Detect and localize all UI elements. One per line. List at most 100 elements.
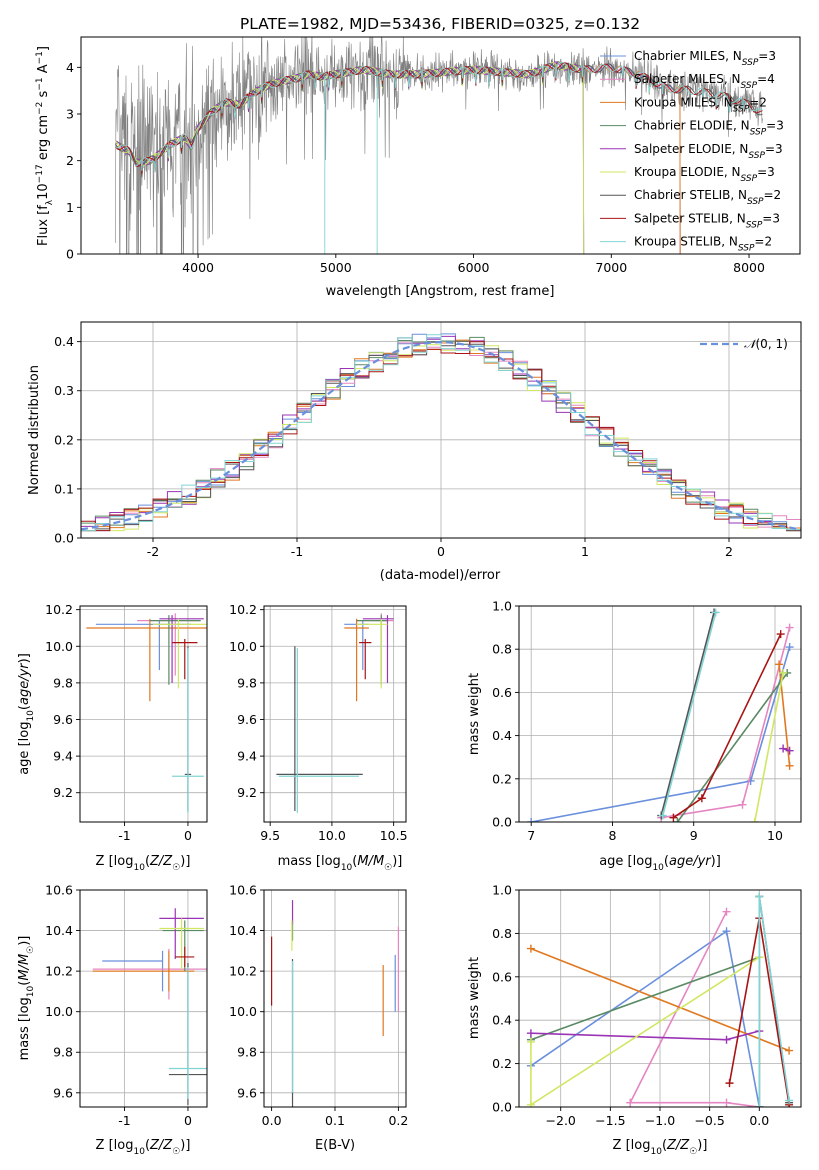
legend-entry: Chabrier MILES, NSSP=3 [634, 49, 776, 68]
errorbar-kroupa-miles [344, 618, 369, 702]
weight-age-panel: 7 8 9 10 0.0 0.2 0.4 0.6 0.8 1.0 age [log10(age/yr… [467, 599, 802, 873]
x-tick-label: −0.5 [694, 1113, 724, 1128]
x-tick-label: -2 [147, 544, 159, 559]
weight-marker [669, 813, 678, 822]
y-tick-label: 10.0 [45, 1004, 73, 1019]
weight-marker [722, 1035, 731, 1044]
y-tick-label: 0.6 [492, 685, 512, 700]
x-tick-label: 0 [184, 1113, 192, 1128]
x-axis-label: age [log10(age/yr)] [599, 854, 721, 873]
x-tick-label: 8 [608, 828, 616, 843]
weight-marker [711, 608, 720, 617]
mass-EBV-panel: 0.0 0.1 0.2 9.6 9.8 10.0 10.2 10.4 10.6 E(B-V) [229, 883, 408, 1154]
x-tick-label: 0.1 [325, 1113, 345, 1128]
y-tick-label: 0.2 [492, 1056, 512, 1071]
mass-Z-plot-area [92, 908, 207, 1105]
errorbar-salpeter-stelib [175, 946, 195, 968]
residuals-plot-area [81, 333, 801, 532]
y-tick-label: 0.4 [492, 1013, 512, 1028]
age-Z-panel: -1 0 9.2 9.4 9.6 9.8 10.0 10.2 Z [log10(Z/Z☉)] ag… [17, 602, 208, 873]
weight-age-plot-area [527, 608, 794, 822]
mass-EBV-plot-area [271, 900, 399, 1107]
x-tick-label: -1 [291, 544, 303, 559]
y-tick-label: 9.6 [237, 712, 257, 727]
weight-series-kroupa-stelib [755, 892, 794, 1107]
y-tick-label: 0.2 [492, 771, 512, 786]
y-tick-label: 0.0 [492, 815, 512, 830]
x-tick-label: 2 [725, 544, 733, 559]
y-axis-label: Flux [fλ10−17 erg cm−2 s−1 A−1] [35, 46, 55, 246]
weight-marker [785, 1096, 794, 1105]
legend-entry: 𝒩(0, 1) [744, 337, 788, 351]
weight-marker [785, 643, 794, 652]
y-tick-label: 9.6 [53, 1085, 73, 1100]
errorbar-salpeter-stelib [359, 638, 372, 680]
y-tick-label: 10.0 [229, 1004, 257, 1019]
y-axis-label: mass weight [467, 957, 482, 1039]
legend-entry: Chabrier ELODIE, NSSP=3 [634, 119, 784, 138]
model-line-chabrier-stelib [115, 62, 763, 178]
errorbar-salpeter-elodie [362, 615, 394, 683]
y-tick-label: 0.4 [54, 334, 74, 349]
weight-marker [755, 892, 764, 901]
weight-marker [776, 630, 785, 639]
spectrum-panel: 4000 5000 6000 7000 8000 0 1 2 3 4 wavelength [Ang… [35, 36, 801, 299]
y-tick-label: 10.2 [229, 964, 257, 979]
y-axis-label: mass weight [467, 673, 482, 755]
weight-Z-panel: −2.0 −1.5 −1.0 −0.5 0.0 0.0 0.2 0.4 0.6 0.8 1.0 Z [… [467, 883, 802, 1157]
weight-marker [738, 800, 747, 809]
y-tick-label: 10.2 [229, 602, 257, 617]
y-tick-label: 0.0 [54, 531, 74, 546]
y-tick-label: 10.0 [229, 639, 257, 654]
y-tick-label: 9.8 [53, 675, 73, 690]
y-tick-label: 9.2 [237, 785, 257, 800]
spectrum-plot-area [115, 37, 763, 254]
y-tick-label: 9.6 [53, 712, 73, 727]
errorbar-salpeter-stelib [172, 638, 198, 680]
errorbar-salpeter-elodie [159, 615, 204, 683]
errorbar-kroupa-miles [92, 950, 195, 992]
y-tick-label: 3 [66, 107, 74, 122]
x-tick-label: 1 [581, 544, 589, 559]
model-line-salpeter-stelib [115, 62, 763, 175]
y-axis-label: age [log10(age/yr)] [17, 653, 36, 775]
x-tick-label: −1.0 [645, 1113, 675, 1128]
x-tick-label: 6000 [458, 260, 490, 275]
errorbar-kroupa-stelib [168, 967, 207, 1099]
age-mass-plot-area [276, 613, 394, 813]
age-mass-frame [263, 605, 407, 823]
legend-entry: Kroupa MILES, NSSP=2 [634, 95, 767, 114]
x-tick-label: 10.5 [380, 828, 408, 843]
y-tick-label: 10.6 [229, 883, 257, 898]
figure-title: PLATE=1982, MJD=53436, FIBERID=0325, z=0… [240, 15, 640, 33]
weight-Z-plot-area [526, 892, 794, 1107]
x-tick-label: 5000 [320, 260, 352, 275]
y-tick-label: 9.8 [53, 1045, 73, 1060]
weight-series-chabrier-miles [527, 643, 794, 822]
weight-marker [785, 623, 794, 632]
weight-marker [785, 746, 794, 755]
weight-marker [750, 818, 759, 822]
y-tick-label: 0.1 [54, 481, 74, 496]
y-tick-label: 0.0 [492, 1100, 512, 1115]
x-tick-label: 0 [184, 828, 192, 843]
weight-marker [697, 794, 706, 803]
weight-marker [755, 1103, 764, 1107]
y-tick-label: 4 [66, 60, 74, 75]
legend-entry: Salpeter STELIB, NSSP=3 [634, 211, 780, 230]
weight-marker [775, 660, 784, 669]
x-tick-label: 10.0 [318, 828, 346, 843]
mass-EBV-frame [263, 889, 407, 1108]
legend-entry: Salpeter MILES, NSSP=4 [634, 72, 775, 91]
errorbar-kroupa-miles [86, 618, 207, 702]
errorbar-chabrier-elodie [149, 615, 201, 685]
errorbar-kroupa-stelib [278, 648, 360, 813]
weight-series-kroupa-miles [526, 944, 794, 1055]
errorbar-kroupa-elodie [153, 618, 207, 689]
mass-Z-panel: -1 0 9.6 9.8 10.0 10.2 10.4 10.6 Z [log10(Z/Z☉)]… [17, 883, 208, 1157]
y-tick-label: 2 [66, 153, 74, 168]
weight-marker [673, 818, 682, 822]
errorbar-kroupa-elodie [159, 918, 204, 970]
weight-marker [779, 744, 788, 753]
weight-series-salpeter-elodie [779, 744, 794, 755]
